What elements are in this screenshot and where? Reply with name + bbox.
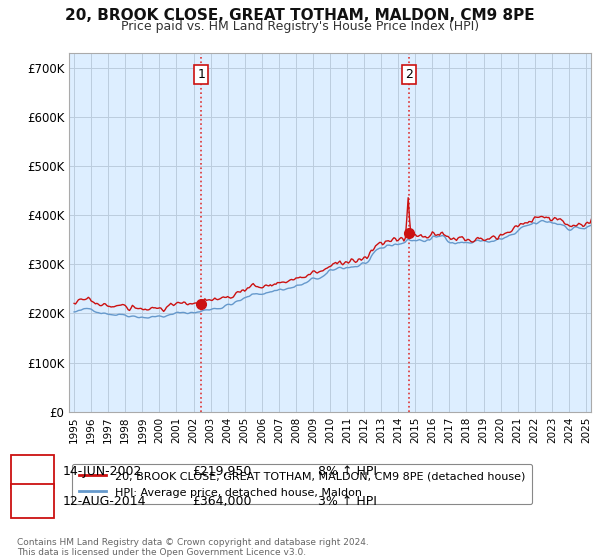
- Text: 20, BROOK CLOSE, GREAT TOTHAM, MALDON, CM9 8PE: 20, BROOK CLOSE, GREAT TOTHAM, MALDON, C…: [65, 8, 535, 24]
- Text: 2: 2: [405, 68, 413, 81]
- Text: 8% ↑ HPI: 8% ↑ HPI: [318, 465, 377, 478]
- Text: 2: 2: [28, 494, 37, 508]
- Text: Price paid vs. HM Land Registry's House Price Index (HPI): Price paid vs. HM Land Registry's House …: [121, 20, 479, 32]
- Text: 1: 1: [28, 465, 37, 478]
- Text: 14-JUN-2002: 14-JUN-2002: [63, 465, 142, 478]
- Legend: 20, BROOK CLOSE, GREAT TOTHAM, MALDON, CM9 8PE (detached house), HPI: Average pr: 20, BROOK CLOSE, GREAT TOTHAM, MALDON, C…: [72, 464, 532, 504]
- Text: £219,950: £219,950: [192, 465, 251, 478]
- Text: 1: 1: [197, 68, 205, 81]
- Text: 12-AUG-2014: 12-AUG-2014: [63, 494, 146, 508]
- Text: 3% ↑ HPI: 3% ↑ HPI: [318, 494, 377, 508]
- Text: £364,000: £364,000: [192, 494, 251, 508]
- Text: Contains HM Land Registry data © Crown copyright and database right 2024.
This d: Contains HM Land Registry data © Crown c…: [17, 538, 368, 557]
